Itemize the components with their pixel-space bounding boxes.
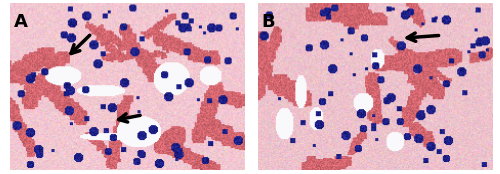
- Text: A: A: [14, 13, 28, 31]
- Text: B: B: [262, 13, 275, 31]
